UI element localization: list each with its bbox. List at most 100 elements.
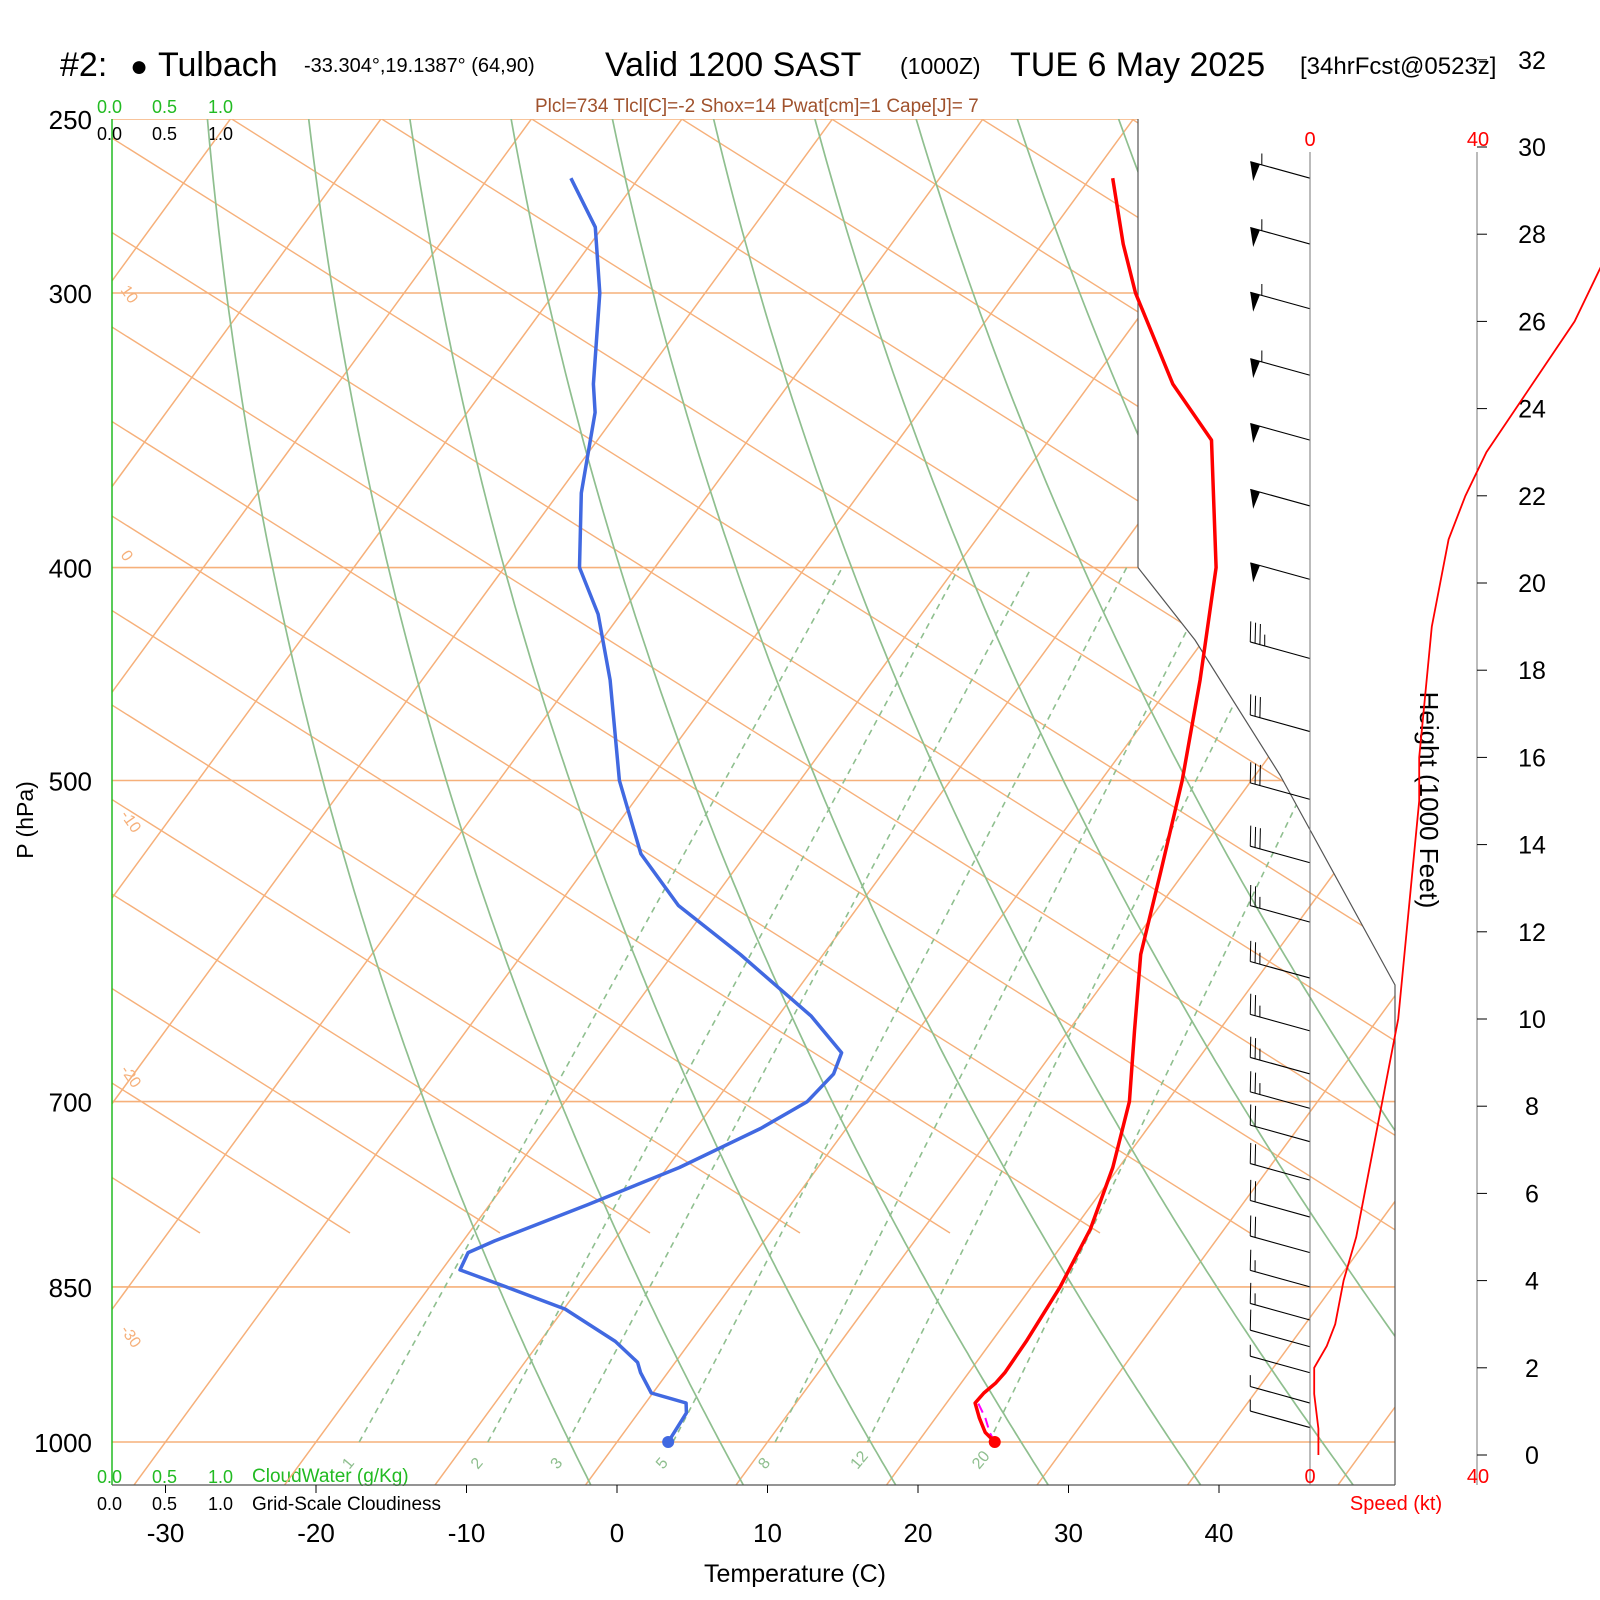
pressure-tick-label: 850 <box>49 1273 92 1303</box>
wind-barb <box>1249 621 1311 660</box>
isotherm-label: 0 <box>117 548 136 565</box>
wind-barb-flag <box>1254 1105 1257 1127</box>
wind-barb-flag <box>1249 1249 1252 1271</box>
wind-barb-flag <box>1259 828 1261 849</box>
wind-barb-flag <box>1249 694 1252 716</box>
speed-axis-label: Speed (kt) <box>1350 1493 1442 1515</box>
wind-barb <box>1250 153 1311 182</box>
wind-barb-flag <box>1249 1215 1252 1237</box>
wind-barb-flag <box>1249 825 1252 847</box>
surface-dewpoint-marker <box>662 1436 675 1448</box>
isotherm-line <box>1324 119 1395 1485</box>
temperature-line <box>973 177 1218 1444</box>
saturated-adiabat-line <box>799 119 1395 1234</box>
height-tick-label: 6 <box>1525 1180 1539 1208</box>
wind-barb <box>1250 423 1311 444</box>
height-tick-label: 26 <box>1518 308 1546 336</box>
wind-barb-flag <box>1254 622 1257 644</box>
wind-barb-staff <box>1250 714 1311 733</box>
wind-barb <box>1249 1309 1311 1348</box>
wind-barb-pennant <box>1250 423 1260 444</box>
isotherm-line <box>112 119 389 1485</box>
wind-barb <box>1249 1036 1311 1075</box>
mixing-ratio-label: 5 <box>653 1455 672 1473</box>
saturated-adiabat-line <box>112 119 1395 1234</box>
wind-barb <box>1250 219 1311 247</box>
dry-adiabat-line <box>1305 119 1395 1485</box>
pressure-tick-label: 1000 <box>34 1428 92 1458</box>
wind-barb-staff <box>1250 358 1311 376</box>
pressure-tick-label: 400 <box>49 554 92 584</box>
cloud-scale-bottom-black-1: 0.5 <box>152 1494 177 1514</box>
station-coords: -33.304°,19.1387° (64,90) <box>304 55 535 77</box>
height-tick-label: 20 <box>1518 570 1546 598</box>
height-tick-label: 10 <box>1518 1006 1546 1034</box>
wind-barb-flag <box>1249 1309 1252 1331</box>
wind-barb-staff <box>1250 1163 1311 1181</box>
isotherm-label: 10 <box>117 283 141 307</box>
isotherm-label: -20 <box>117 1063 144 1092</box>
cloud-scale-top-black-2: 1.0 <box>208 124 233 144</box>
forecast-info: [34hrFcst@0523z] <box>1300 53 1496 80</box>
dry-adiabat-line <box>504 119 1049 1485</box>
wind-barb <box>1250 284 1311 312</box>
speed-tick-label-bottom: 40 <box>1467 1466 1489 1488</box>
zulu-time: (1000Z) <box>900 53 981 79</box>
wind-barb-staff <box>1250 1124 1311 1143</box>
wind-barb-flag <box>1249 762 1252 783</box>
station-id: #2: <box>60 46 107 84</box>
wind-barb-flag <box>1259 624 1261 645</box>
wind-barb-staff <box>1250 782 1311 800</box>
wind-barb-staff <box>1250 161 1311 179</box>
isotherm-label: 20 <box>1277 727 1315 765</box>
wind-barb <box>1249 825 1311 864</box>
dry-adiabat-line <box>704 119 1354 1485</box>
wind-barb-staff <box>1250 562 1311 580</box>
isotherm-line <box>112 119 540 1485</box>
wind-barb-flag <box>1249 1071 1252 1092</box>
wind-barb-pennant <box>1250 292 1260 312</box>
dry-adiabat-line <box>203 119 592 1485</box>
isotherm-line <box>112 119 991 1485</box>
wind-barb-staff <box>1250 423 1311 441</box>
wind-barb-flag <box>1254 1072 1257 1094</box>
wind-barb-flag <box>1249 1282 1252 1304</box>
wind-barb-flag <box>1254 763 1257 785</box>
wind-barb <box>1250 488 1311 509</box>
saturated-adiabat-line <box>949 119 1395 1234</box>
wind-barb-staff <box>1250 905 1311 923</box>
cloud-scale-top-black-1: 0.5 <box>152 124 177 144</box>
height-tick-label: 4 <box>1525 1268 1539 1296</box>
wind-barb <box>1249 940 1311 979</box>
mixing-ratio-label: 20 <box>969 1448 994 1473</box>
cloud-scale-bottom: 0.0 0.5 1.0 CloudWater (g/Kg) 0.0 0.5 1.… <box>97 1466 441 1515</box>
wind-barb-staff <box>1250 1385 1311 1404</box>
saturated-adiabat-line <box>112 119 801 1234</box>
wind-barb-flag <box>1259 697 1261 718</box>
wind-barb <box>1249 694 1311 733</box>
pressure-tick-label: 250 <box>49 105 92 135</box>
saturated-adiabat-line <box>112 119 351 1234</box>
speed-tick-label-bottom: 0 <box>1304 1466 1315 1488</box>
isotherm-line <box>112 119 690 1485</box>
wind-barb-flag <box>1254 826 1257 848</box>
height-tick-label: 22 <box>1518 483 1546 511</box>
wind-barb-staff <box>1250 1269 1311 1288</box>
wind-barb-staff <box>1250 226 1311 245</box>
wind-barbs <box>1249 153 1311 1429</box>
station-marker-icon: ● <box>130 50 148 83</box>
wind-barb <box>1249 1215 1311 1254</box>
temperature-tick-label: 20 <box>904 1518 933 1548</box>
wind-barb-flag <box>1259 764 1261 786</box>
saturated-adiabat-line <box>112 119 651 1234</box>
pressure-tick-label: 700 <box>49 1088 92 1118</box>
wind-barb-staff <box>1250 641 1311 660</box>
wind-barb-flag <box>1249 993 1252 1015</box>
wind-barb <box>1250 562 1311 583</box>
height-tick-label: 0 <box>1525 1442 1539 1470</box>
speed-tick-label-top: 40 <box>1467 129 1489 151</box>
dry-adiabat-line <box>804 119 1395 1485</box>
temperature-tick-label: 30 <box>1054 1518 1083 1548</box>
